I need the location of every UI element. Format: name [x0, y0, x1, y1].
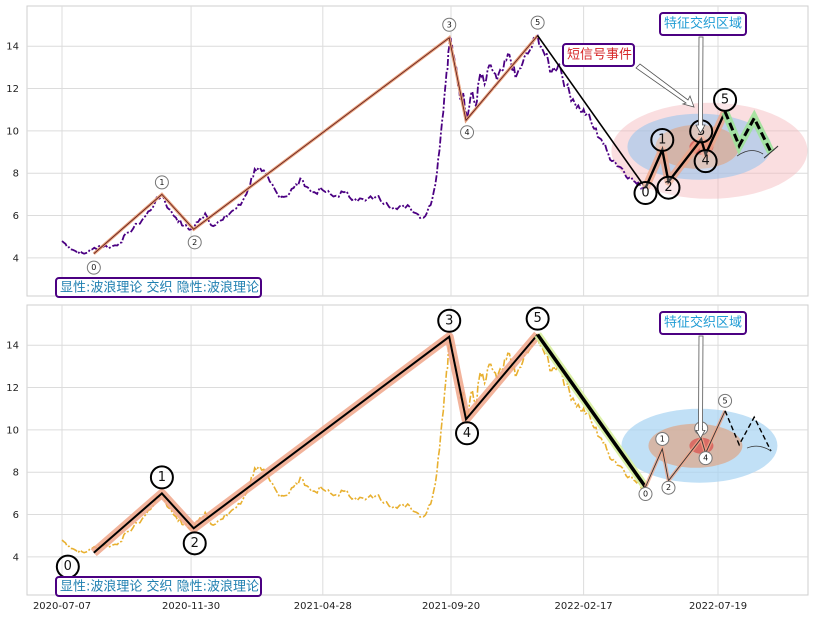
minor-wave-line: [645, 410, 726, 488]
major-wave-circle: [182, 531, 207, 556]
minor-wave-circle: [638, 487, 653, 502]
projection-end-marker: [763, 145, 779, 159]
x-tick-label: 2021-04-28: [294, 601, 352, 612]
minor-wave-circle: [655, 431, 670, 446]
minor-wave-label: 1: [658, 132, 666, 147]
y-tick-label: 12: [6, 383, 19, 394]
minor-wave-label: 1: [660, 434, 665, 443]
minor-wave-circle: [633, 181, 658, 206]
major-wave-circle: [187, 235, 202, 250]
annotation-text: 特征交织区域: [664, 16, 742, 32]
minor-wave-label: 0: [641, 186, 649, 201]
minor-wave-label: 2: [666, 483, 671, 492]
major-wave-label: 2: [191, 536, 199, 551]
minor-wave-line: [644, 111, 727, 189]
annotation-text: 特征交织区域: [664, 315, 742, 331]
minor-wave-label: 0: [643, 490, 648, 499]
major-wave-label: 0: [91, 263, 96, 272]
major-wave-circle: [149, 465, 174, 490]
x-tick-label: 2021-09-20: [422, 601, 480, 612]
y-tick-label: 14: [6, 42, 19, 53]
x-tick-label: 2022-02-17: [555, 601, 613, 612]
major-projection-line: [536, 333, 647, 489]
annotation-feature-zone: 特征交织区域: [659, 12, 747, 134]
major-wave-label: 5: [534, 311, 542, 326]
annotation-box: [659, 12, 747, 36]
plot-area: 012345012345: [61, 15, 808, 275]
legend: 显性:波浪理论 交织 隐性:波浪理论: [55, 277, 262, 298]
y-tick-label: 8: [13, 468, 19, 479]
upper-panel: 468101214012345012345显性:波浪理论 交织 隐性:波浪理论特…: [6, 5, 809, 298]
legend: 显性:波浪理论 交织 隐性:波浪理论: [55, 576, 262, 597]
y-tick-label: 10: [6, 425, 19, 436]
minor-wave-label: 4: [701, 154, 709, 169]
major-projection-line: [536, 35, 647, 189]
legend-box: [55, 277, 262, 298]
y-tick-label: 8: [13, 169, 19, 180]
annotation-box: [562, 43, 635, 67]
y-tick-label: 6: [13, 211, 19, 222]
minor-projection-line: [723, 111, 773, 153]
y-tick-label: 10: [6, 126, 19, 137]
major-wave-label: 1: [159, 178, 164, 187]
major-wave-label: 3: [447, 20, 452, 29]
projection-end-arrow: [736, 150, 764, 157]
minor-wave-label: 5: [723, 396, 728, 405]
major-wave-label: 4: [464, 128, 469, 137]
major-wave-circle: [86, 260, 101, 275]
price-line: [61, 34, 646, 256]
major-wave-circle: [154, 175, 169, 190]
annotation-feature-zone: 特征交织区域: [659, 311, 747, 440]
legend-box: [55, 576, 262, 597]
major-wave-circle: [437, 308, 462, 333]
minor-wave-circle: [650, 127, 675, 152]
minor-wave-circle: [698, 451, 713, 466]
minor-wave-circle: [718, 393, 733, 408]
y-tick-label: 14: [6, 341, 19, 352]
minor-wave-label: 5: [721, 92, 729, 107]
y-tick-label: 6: [13, 510, 19, 521]
annotation-text: 短信号事件: [567, 48, 632, 63]
legend-text: 显性:波浪理论 交织 隐性:波浪理论: [60, 579, 259, 595]
annotation-arrow: [635, 63, 695, 108]
x-axis: 2020-07-07 2020-11-30 2021-04-28 2021-09-20…: [33, 601, 747, 612]
minor-wave-label: 4: [703, 454, 708, 463]
major-wave-circle: [460, 125, 475, 140]
projection-end-arrow: [746, 445, 772, 452]
y-tick-label: 4: [13, 253, 19, 264]
major-wave-label: 1: [158, 470, 166, 485]
minor-wave-circle: [656, 175, 681, 200]
annotation-arrow: [695, 335, 706, 440]
major-wave-circle: [525, 306, 550, 331]
lower-panel: 468101214012345012345显性:波浪理论 交织 隐性:波浪理论特…: [6, 304, 809, 597]
x-tick-label: 2022-07-19: [689, 601, 747, 612]
x-tick-label: 2020-11-30: [162, 601, 220, 612]
annotation-arrow: [695, 36, 706, 134]
minor-wave-label: 2: [664, 180, 672, 195]
major-wave-label: 0: [64, 559, 72, 574]
y-tick-label: 4: [13, 552, 19, 563]
major-wave-label: 3: [445, 313, 453, 328]
minor-projection-line: [724, 410, 772, 452]
major-wave-label: 5: [535, 18, 540, 27]
legend-text: 显性:波浪理论 交织 隐性:波浪理论: [60, 280, 259, 296]
major-wave-circle: [442, 17, 457, 32]
x-tick-label: 2020-07-07: [33, 601, 91, 612]
major-wave-label: 2: [192, 238, 197, 247]
major-wave-circle: [530, 15, 545, 30]
minor-wave-circle: [661, 480, 676, 495]
annotation-short-signal: 短信号事件: [562, 43, 695, 108]
major-wave-line: [93, 35, 538, 255]
major-wave-label: 4: [463, 426, 471, 441]
minor-wave-circle: [693, 149, 718, 174]
major-wave-line: [93, 333, 539, 554]
major-wave-circle: [455, 421, 480, 446]
y-tick-label: 12: [6, 84, 19, 95]
minor-wave-circle: [713, 87, 738, 112]
annotation-box: [659, 311, 747, 335]
